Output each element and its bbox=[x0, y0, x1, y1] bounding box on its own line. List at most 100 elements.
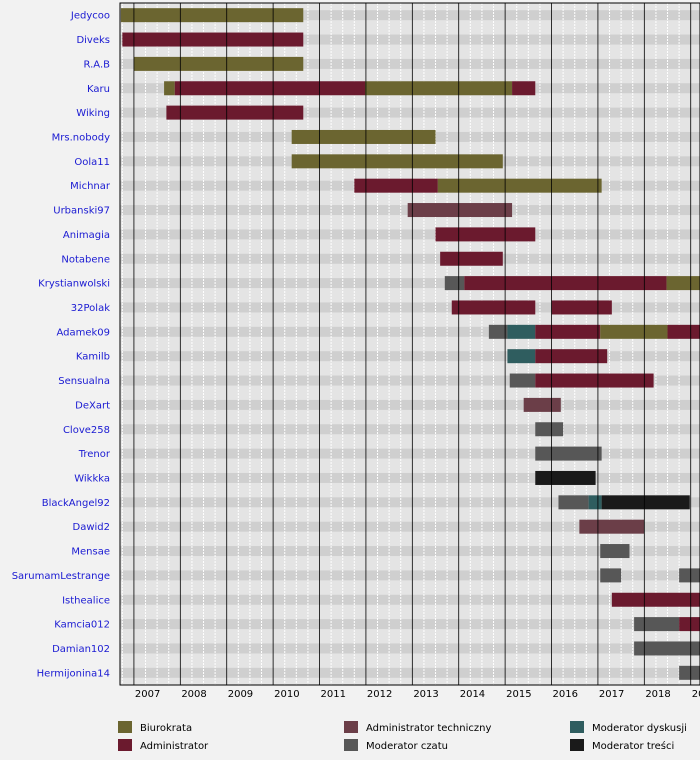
user-label: BlackAngel92 bbox=[42, 498, 110, 509]
bar-administrator bbox=[611, 592, 700, 607]
user-label: DeXart bbox=[75, 400, 110, 411]
row-stripe bbox=[120, 253, 700, 264]
row-stripe bbox=[120, 375, 700, 386]
row-stripe bbox=[120, 448, 700, 459]
bar-administrator bbox=[512, 81, 536, 96]
bar-administrator bbox=[174, 81, 365, 96]
x-tick-label: 2012 bbox=[367, 689, 392, 700]
bar-administrator bbox=[166, 105, 304, 120]
row-stripe bbox=[120, 326, 700, 337]
x-tick-label: 2010 bbox=[274, 689, 299, 700]
bar-moderator_czatu bbox=[444, 276, 465, 291]
bar-biurokrata bbox=[364, 81, 513, 96]
user-label: Kamilb bbox=[76, 352, 110, 363]
bar-administrator bbox=[354, 178, 438, 193]
row-stripe bbox=[120, 546, 700, 557]
user-label: Michnar bbox=[70, 181, 111, 192]
legend-label-moderator_tresci: Moderator treści bbox=[592, 740, 674, 752]
row-stripe bbox=[120, 667, 700, 678]
legend-swatch-biurokrata bbox=[118, 721, 132, 733]
legend-swatch-admin_tech bbox=[344, 721, 358, 733]
legend-swatch-moderator_dyskusji bbox=[570, 721, 584, 733]
bar-administrator bbox=[435, 227, 536, 242]
x-tick-label: 2014 bbox=[460, 689, 485, 700]
row-stripe bbox=[120, 472, 700, 483]
user-label: Dawid2 bbox=[73, 522, 111, 533]
bar-biurokrata bbox=[600, 324, 668, 339]
row-stripe bbox=[120, 643, 700, 654]
legend-label-moderator_czatu: Moderator czatu bbox=[366, 741, 448, 752]
row-stripe bbox=[120, 10, 700, 21]
row-stripe bbox=[120, 399, 700, 410]
user-label: Karu bbox=[87, 84, 110, 95]
x-tick-label: 2015 bbox=[506, 689, 531, 700]
bar-administrator bbox=[535, 324, 601, 339]
bar-biurokrata bbox=[291, 154, 503, 169]
user-label: Oola11 bbox=[74, 157, 110, 168]
bar-moderator_czatu bbox=[634, 617, 680, 632]
user-label: Krystianwolski bbox=[38, 279, 110, 290]
x-tick-label: 2019 bbox=[692, 689, 700, 700]
x-tick-label: 2017 bbox=[599, 689, 624, 700]
bar-administrator bbox=[551, 300, 612, 315]
bar-moderator_tresci bbox=[535, 470, 596, 485]
legend-label-administrator: Administrator bbox=[140, 741, 209, 752]
legend: Biurokrata Administrator Administrator tec… bbox=[118, 721, 687, 752]
bar-moderator_czatu bbox=[488, 324, 508, 339]
user-label: Notabene bbox=[61, 254, 110, 265]
bar-biurokrata bbox=[437, 178, 602, 193]
plot-area: Jedycoo Diveks R.A.B Karu Wiking Mrs.nobody Oo… bbox=[12, 2, 700, 700]
plot-border bbox=[119, 2, 700, 686]
x-tick-label: 2009 bbox=[228, 689, 253, 700]
x-tick-label: 2011 bbox=[321, 689, 346, 700]
row-stripe bbox=[120, 302, 700, 313]
row-stripe bbox=[120, 229, 700, 240]
bar-moderator_czatu bbox=[509, 373, 536, 388]
bar-moderator_czatu bbox=[679, 568, 700, 583]
legend-label-moderator_dyskusji: Moderator dyskusji bbox=[592, 723, 687, 734]
row-stripe bbox=[120, 497, 700, 508]
bar-moderator_dyskusji bbox=[507, 324, 536, 339]
row-stripe bbox=[120, 521, 700, 532]
row-stripe bbox=[120, 58, 700, 69]
x-tick-label: 2018 bbox=[645, 689, 670, 700]
bar-moderator_tresci bbox=[601, 495, 690, 510]
bar-moderator_czatu bbox=[600, 568, 622, 583]
user-label: Wiking bbox=[76, 108, 110, 119]
bar-administrator bbox=[679, 617, 700, 632]
user-label: Mensae bbox=[71, 547, 110, 558]
user-label: Urbanski97 bbox=[53, 206, 110, 217]
bar-administrator bbox=[535, 373, 654, 388]
bar-administrator bbox=[464, 276, 667, 291]
legend-swatch-moderator_tresci bbox=[570, 739, 584, 751]
bar-administrator bbox=[122, 32, 304, 47]
bar-biurokrata bbox=[164, 81, 175, 96]
x-tick-label: 2007 bbox=[135, 689, 160, 700]
bar-moderator_dyskusji bbox=[588, 495, 602, 510]
bar-moderator_czatu bbox=[600, 544, 630, 559]
bar-biurokrata bbox=[666, 276, 700, 291]
user-label: Mrs.nobody bbox=[52, 132, 110, 143]
user-label: Sensualna bbox=[58, 376, 110, 387]
row-stripe bbox=[120, 570, 700, 581]
bar-biurokrata bbox=[120, 8, 304, 23]
legend-label-biurokrata: Biurokrata bbox=[140, 723, 192, 734]
bar-biurokrata bbox=[133, 56, 304, 71]
user-label: Isthealice bbox=[62, 595, 110, 606]
user-label: Trenor bbox=[78, 449, 111, 460]
user-label: 32Polak bbox=[71, 303, 110, 314]
row-stripe bbox=[120, 619, 700, 630]
user-label: Hermijonina14 bbox=[37, 668, 110, 679]
legend-label-admin_tech: Administrator techniczny bbox=[366, 723, 491, 734]
user-label: Clove258 bbox=[63, 425, 110, 436]
x-tick-label: 2008 bbox=[181, 689, 206, 700]
row-stripe bbox=[120, 424, 700, 435]
bar-moderator_dyskusji bbox=[507, 349, 536, 364]
user-label: Wikkka bbox=[74, 473, 110, 484]
x-tick-label: 2016 bbox=[553, 689, 578, 700]
bar-moderator_czatu bbox=[535, 446, 602, 461]
user-label: Animagia bbox=[63, 230, 110, 241]
legend-swatch-moderator_czatu bbox=[344, 739, 358, 751]
bar-moderator_czatu bbox=[535, 422, 564, 437]
user-label: Kamcia012 bbox=[54, 620, 110, 631]
